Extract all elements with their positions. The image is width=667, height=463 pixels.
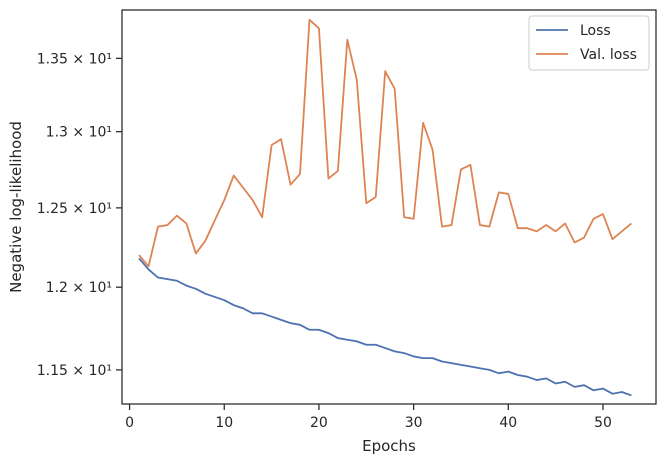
y-axis-ticks: 1.15 × 10¹ 1.2 × 10¹ 1.25 × 10¹ 1.3 × 10¹ 1.…	[37, 51, 122, 379]
y-axis-label: Negative log-likelihood	[7, 121, 25, 293]
y-tick-label: 1.3 × 10¹	[46, 125, 112, 141]
y-tick-label: 1.2 × 10¹	[46, 280, 112, 296]
y-tick-label: 1.35 × 10¹	[37, 51, 112, 67]
series-layer	[138, 18, 632, 397]
x-tick-label: 0	[125, 415, 134, 431]
legend-label-val-loss: Val. loss	[580, 47, 637, 63]
x-tick-label: 40	[499, 415, 517, 431]
y-tick-label: 1.15 × 10¹	[37, 363, 112, 379]
legend: Loss Val. loss	[528, 15, 650, 71]
plot-frame	[121, 9, 657, 405]
x-tick-label: 10	[215, 415, 233, 431]
x-tick-label: 20	[310, 415, 328, 431]
x-axis-ticks: 0 10 20 30 40 50	[125, 404, 612, 431]
series-line-loss	[138, 257, 632, 397]
series-line-val-loss	[138, 18, 632, 268]
y-tick-label: 1.25 × 10¹	[37, 201, 112, 217]
legend-label-loss: Loss	[580, 23, 611, 39]
x-tick-label: 50	[594, 415, 612, 431]
x-tick-label: 30	[405, 415, 423, 431]
plot-background	[122, 10, 656, 404]
x-axis-label: Epochs	[362, 437, 416, 455]
